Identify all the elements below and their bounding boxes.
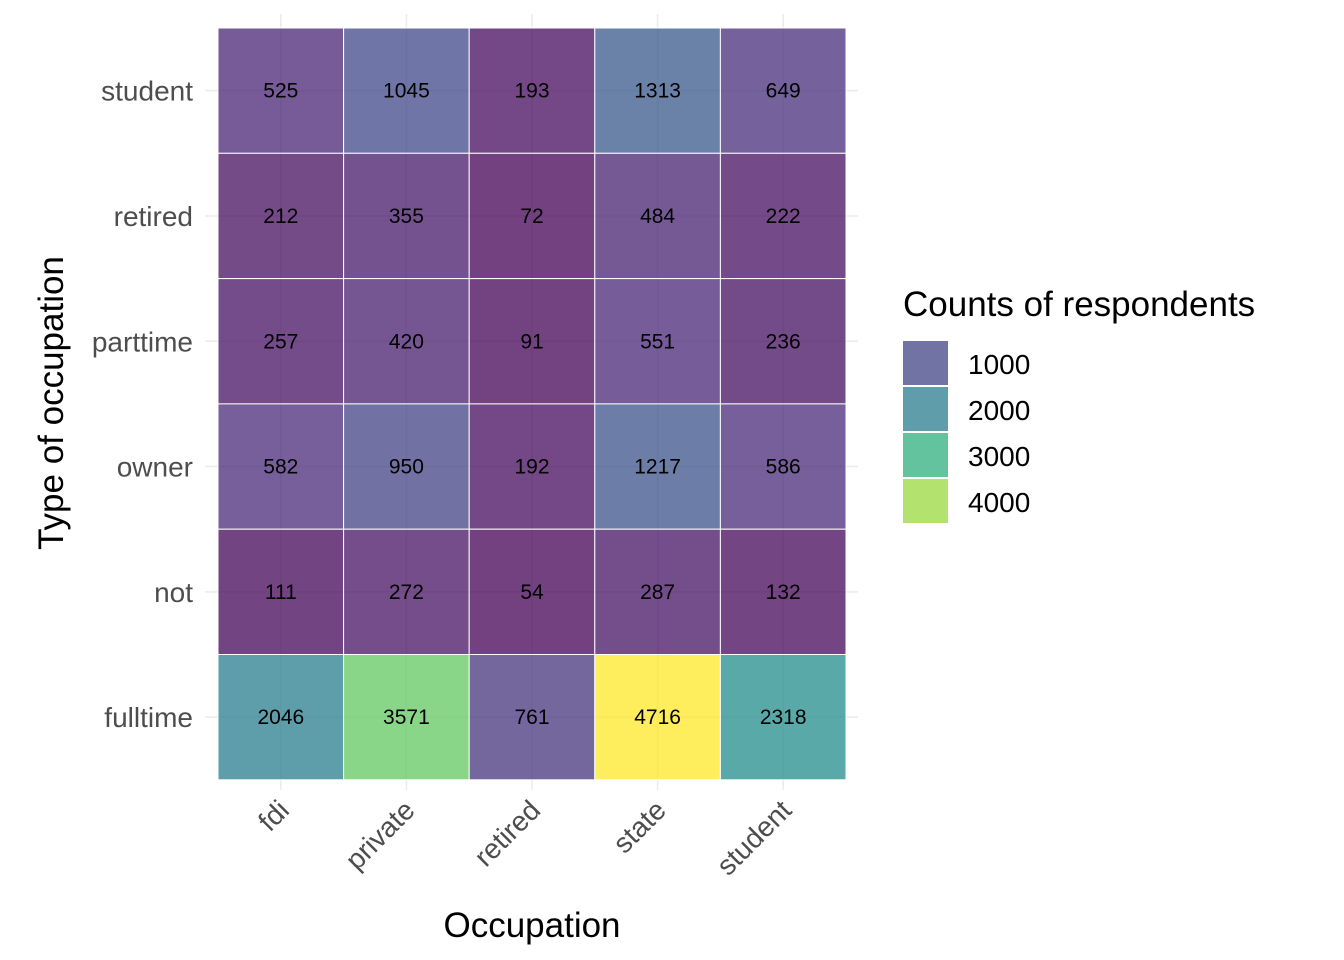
heatmap-cell	[343, 278, 470, 405]
y-tick-label: retired	[114, 201, 193, 232]
heatmap-cell	[594, 27, 721, 154]
x-tick-label: state	[607, 794, 672, 859]
x-tick-label: retired	[468, 794, 546, 872]
legend-label: 3000	[968, 441, 1030, 472]
heatmap-cell	[594, 403, 721, 530]
heatmap-cell	[594, 152, 721, 280]
cell-value-label: 222	[766, 205, 801, 228]
cell-value-label: 91	[520, 330, 543, 353]
x-axis-title: Occupation	[443, 906, 620, 945]
y-tick-label: owner	[117, 452, 193, 483]
heatmap-cell	[217, 278, 345, 405]
legend-title: Counts of respondents	[903, 285, 1255, 324]
heatmap-cell	[343, 403, 470, 530]
heatmap-cell	[594, 528, 721, 656]
heatmap-cell	[468, 27, 596, 154]
cell-value-label: 649	[766, 80, 801, 103]
cell-value-label: 1313	[634, 80, 681, 103]
heatmap-cell	[343, 528, 470, 656]
cell-value-label: 1045	[383, 80, 430, 103]
cell-value-label: 525	[263, 80, 298, 103]
cell-value-label: 111	[265, 581, 297, 604]
legend-label: 2000	[968, 395, 1030, 426]
legend-label: 4000	[968, 487, 1030, 518]
legend-swatch	[903, 341, 948, 385]
heatmap-cell	[217, 152, 345, 280]
cell-value-label: 193	[514, 80, 549, 103]
heatmap-cell	[217, 403, 345, 530]
heatmap-cell	[343, 654, 470, 781]
cell-value-labels: 525 1045 193 1313 649 212 355 72 484 222 257 420 91 5…	[257, 80, 806, 730]
heatmap-cell	[343, 152, 470, 280]
heatmap-cell	[719, 654, 847, 781]
heatmap-cell	[217, 528, 345, 656]
heatmap-cell	[719, 27, 847, 154]
legend-swatch	[903, 479, 948, 523]
x-tick-label: student	[711, 794, 798, 881]
color-legend: Counts of respondents 1000 2000 3000 4000	[903, 285, 1255, 523]
heatmap-cell	[594, 654, 721, 781]
cell-value-label: 272	[389, 581, 424, 604]
cell-value-label: 2318	[760, 706, 807, 729]
x-tick-label: fdi	[252, 794, 295, 837]
cell-value-label: 257	[263, 330, 298, 353]
heatmap-cell	[468, 403, 596, 530]
legend-label: 1000	[968, 349, 1030, 380]
cell-value-label: 761	[514, 706, 549, 729]
cell-value-label: 420	[389, 330, 424, 353]
y-tick-label: not	[154, 577, 193, 608]
cell-value-label: 484	[640, 205, 675, 228]
cell-value-label: 355	[389, 205, 424, 228]
legend-swatch	[903, 433, 948, 477]
cell-value-label: 54	[520, 581, 544, 604]
heatmap-cell	[719, 403, 847, 530]
heatmap-cell	[594, 278, 721, 405]
heatmap-cell	[719, 278, 847, 405]
cell-value-label: 551	[640, 330, 675, 353]
cell-value-label: 1217	[634, 456, 681, 479]
cell-value-label: 586	[766, 456, 801, 479]
legend-keys: 1000 2000 3000 4000	[903, 341, 1030, 523]
cell-value-label: 72	[520, 205, 543, 228]
heatmap-cell	[217, 654, 345, 781]
heatmap-cell	[217, 27, 345, 154]
y-tick-label: parttime	[92, 326, 193, 357]
y-axis-ticks: student retired parttime owner not fulltime	[92, 76, 193, 734]
heatmap-cells	[217, 27, 847, 781]
x-tick-label: private	[339, 794, 420, 875]
cell-value-label: 287	[640, 581, 675, 604]
legend-swatch	[903, 387, 948, 431]
cell-value-label: 3571	[383, 706, 430, 729]
cell-value-label: 2046	[257, 706, 304, 729]
cell-value-label: 582	[263, 456, 298, 479]
cell-value-label: 212	[263, 205, 298, 228]
heatmap-cell	[468, 528, 596, 656]
heatmap-cell	[468, 278, 596, 405]
y-tick-label: fulltime	[104, 702, 193, 733]
y-axis-title: Type of occupation	[32, 256, 71, 550]
cell-value-label: 236	[766, 330, 801, 353]
cell-value-label: 4716	[634, 706, 681, 729]
x-axis-ticks: fdi private retired state student	[252, 794, 797, 881]
y-tick-label: student	[101, 76, 193, 107]
cell-value-label: 950	[389, 456, 424, 479]
heatmap-cell	[719, 152, 847, 280]
cell-value-label: 132	[766, 581, 801, 604]
cell-value-label: 192	[514, 456, 549, 479]
heatmap-cell	[343, 27, 470, 154]
